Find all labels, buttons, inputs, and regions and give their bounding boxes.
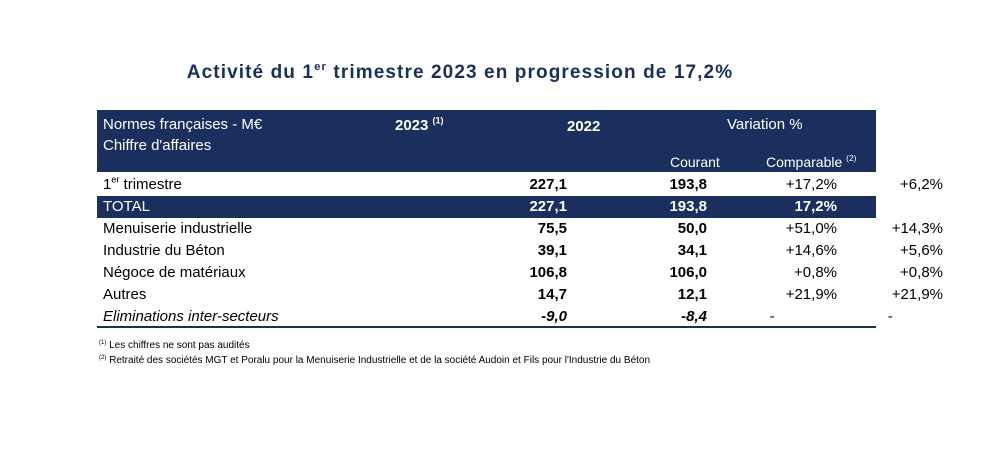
table-row: Négoce de matériaux 106,8 106,0 +0,8% +0,8%	[97, 262, 943, 284]
table-row: Eliminations inter-secteurs -9,0 -8,4 - -	[97, 306, 893, 328]
header-band	[97, 110, 876, 172]
cell: 17,2%	[794, 198, 837, 215]
row-label: Négoce de matériaux	[103, 264, 246, 281]
total-band	[97, 196, 876, 218]
cell: 6,2%	[908, 198, 943, 215]
header-label: Normes françaises - M€	[103, 116, 263, 133]
cell: +21,9%	[891, 286, 943, 303]
cell: 227,1	[529, 176, 567, 193]
table-row: 1er trimestre 227,1 193,8 +17,2% +6,2%	[97, 174, 943, 196]
cell: +14,3%	[891, 220, 943, 237]
cell: +51,0%	[785, 220, 837, 237]
title-text: trimestre 2023 en progression de 17,2%	[327, 62, 734, 83]
footnote-mark: (2)	[99, 354, 107, 361]
row-label: Industrie du Béton	[103, 242, 225, 259]
header-year: 2023	[395, 117, 429, 134]
footnote-text: Les chiffres ne sont pas audités	[109, 340, 250, 351]
header-note: (2)	[846, 153, 857, 164]
row-label: Eliminations inter-secteurs	[103, 308, 279, 325]
cell: +5,6%	[900, 242, 943, 259]
cell: 34,1	[677, 242, 707, 259]
cell: 50,0	[677, 220, 707, 237]
header-label: Chiffre d'affaires	[103, 137, 212, 154]
table-bottom-rule	[97, 326, 876, 328]
cell: 106,8	[529, 264, 567, 281]
cell: 193,8	[669, 176, 707, 193]
table-row: Industrie du Béton 39,1 34,1 +14,6% +5,6%	[97, 240, 943, 262]
title: Activité du 1er trimestre 2023 en progre…	[0, 61, 920, 84]
header-variation: Variation %	[727, 116, 803, 133]
cell: +21,9%	[785, 286, 837, 303]
row-label-sup: er	[111, 174, 120, 185]
header-year: 2022	[567, 118, 601, 135]
row-label: Autres	[103, 286, 147, 303]
title-text: Activité du 1	[186, 62, 315, 83]
cell: 193,8	[669, 198, 707, 215]
cell: -8,4	[681, 308, 707, 325]
cell: +14,6%	[785, 242, 837, 259]
header-courant: Courant	[670, 154, 720, 170]
cell: 106,0	[669, 264, 707, 281]
footnote-mark: (1)	[99, 339, 107, 346]
cell: -	[887, 308, 893, 325]
cell: +17,2%	[785, 176, 837, 193]
row-label: TOTAL	[103, 198, 150, 215]
cell: 75,5	[537, 220, 567, 237]
title-sup: er	[314, 61, 328, 74]
footnote-text: Retraité des sociétés MGT et Poralu pour…	[109, 355, 651, 366]
cell: 14,7	[537, 286, 567, 303]
cell: 39,1	[537, 242, 567, 259]
cell: -	[769, 308, 775, 325]
cell: +0,8%	[900, 264, 943, 281]
row-label: 1	[103, 176, 112, 193]
cell: +0,8%	[794, 264, 837, 281]
row-label: Menuiserie industrielle	[103, 220, 253, 237]
cell: 12,1	[677, 286, 707, 303]
header-comparable: Comparable	[766, 154, 843, 170]
cell: 227,1	[529, 198, 567, 215]
cell: +6,2%	[900, 176, 943, 193]
table-row: TOTAL 227,1 193,8 17,2% 6,2%	[97, 196, 943, 218]
table-row: Autres 14,7 12,1 +21,9% +21,9%	[97, 284, 943, 306]
header-note: (1)	[432, 115, 444, 126]
cell: -9,0	[541, 308, 567, 325]
table-row: Menuiserie industrielle 75,5 50,0 +51,0% +14…	[97, 218, 943, 240]
row-label: trimestre	[119, 176, 182, 193]
